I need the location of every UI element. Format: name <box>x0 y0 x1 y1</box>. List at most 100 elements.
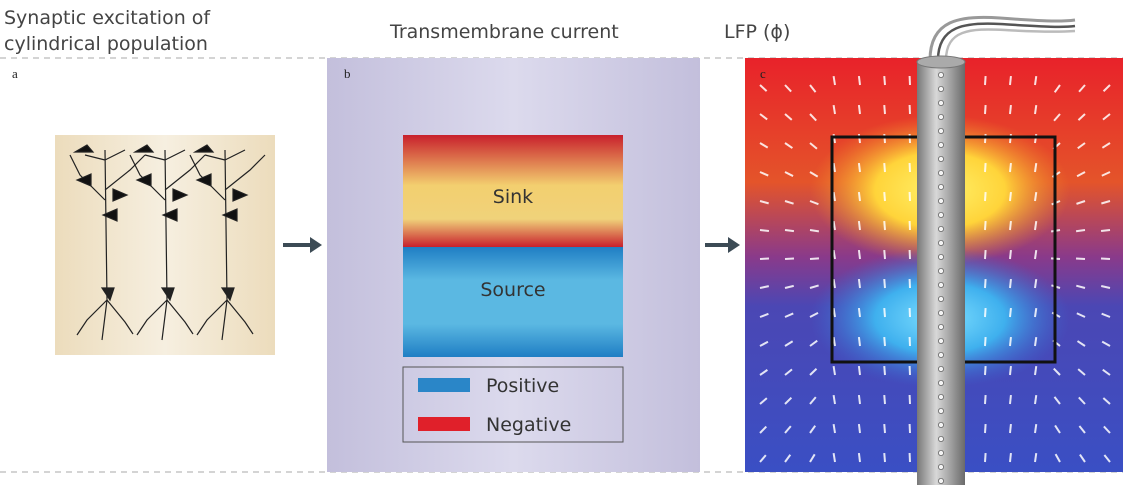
field-arrow <box>1035 192 1036 201</box>
field-arrow <box>985 76 986 85</box>
figure: Synaptic excitation of cylindrical popul… <box>0 0 1123 485</box>
field-arrow <box>834 163 835 172</box>
field-arrow <box>1010 250 1011 259</box>
field-arrow <box>834 453 835 462</box>
field-arrow <box>859 337 860 346</box>
field-arrow <box>859 134 860 143</box>
field-arrow <box>834 134 835 143</box>
field-arrow <box>985 453 986 462</box>
panel-label: c <box>760 66 766 81</box>
field-arrow <box>985 163 986 172</box>
field-arrow <box>985 192 986 201</box>
field-arrow <box>1035 395 1036 404</box>
legend-label: Positive <box>486 375 559 397</box>
field-arrow <box>884 453 885 462</box>
field-arrow <box>834 308 835 317</box>
field-arrow <box>1010 308 1011 317</box>
field-arrow <box>834 424 835 433</box>
wire <box>946 29 1075 60</box>
field-arrow <box>859 250 860 259</box>
panel-label: a <box>12 66 18 81</box>
site <box>938 282 943 287</box>
field-arrow <box>1010 105 1011 114</box>
site <box>938 170 943 175</box>
field-arrow <box>1010 163 1011 172</box>
site <box>938 86 943 91</box>
field-arrow <box>859 308 860 317</box>
field-arrow <box>985 366 986 375</box>
field-arrow <box>884 105 885 114</box>
field-arrow <box>1010 366 1011 375</box>
site <box>938 338 943 343</box>
field-arrow <box>1010 337 1011 346</box>
field-arrow <box>884 221 885 230</box>
field-arrow <box>834 76 835 85</box>
field-arrow <box>1035 163 1036 172</box>
field-arrow <box>1035 337 1036 346</box>
field-arrow <box>1035 250 1036 259</box>
arrow-head <box>728 237 740 253</box>
field-arrow <box>1010 279 1011 288</box>
field-arrow <box>834 337 835 346</box>
site <box>938 422 943 427</box>
field-arrow <box>1010 395 1011 404</box>
site <box>938 212 943 217</box>
site <box>938 394 943 399</box>
field-arrow <box>810 258 819 259</box>
panel-label: b <box>344 66 351 81</box>
field-arrow <box>884 192 885 201</box>
field-arrow <box>1035 453 1036 462</box>
heading: cylindrical population <box>4 33 208 55</box>
site <box>938 268 943 273</box>
field-arrow <box>834 395 835 404</box>
field-arrow <box>1035 76 1036 85</box>
field-arrow <box>884 424 885 433</box>
site <box>938 380 943 385</box>
field-arrow <box>760 230 769 231</box>
field-arrow <box>859 221 860 230</box>
site <box>938 254 943 259</box>
diagram: Synaptic excitation of cylindrical popul… <box>0 0 1123 485</box>
field-arrow <box>985 424 986 433</box>
field-arrow <box>1010 221 1011 230</box>
field-arrow <box>1010 453 1011 462</box>
field-arrow <box>834 279 835 288</box>
field-arrow <box>884 337 885 346</box>
field-arrow <box>884 279 885 288</box>
field-arrow <box>1076 230 1085 231</box>
field-arrow <box>1035 221 1036 230</box>
site <box>938 324 943 329</box>
field-arrow <box>884 163 885 172</box>
site <box>938 366 943 371</box>
site <box>938 100 943 105</box>
arrow-head <box>310 237 322 253</box>
field-arrow <box>884 308 885 317</box>
field-arrow <box>1035 366 1036 375</box>
field-arrow <box>859 453 860 462</box>
site <box>938 296 943 301</box>
field-arrow <box>834 192 835 201</box>
field-arrow <box>1076 258 1085 259</box>
field-arrow <box>810 230 819 231</box>
field-arrow <box>1035 134 1036 143</box>
source-region <box>403 247 623 357</box>
field-arrow <box>884 134 885 143</box>
field-arrow <box>859 366 860 375</box>
field-arrow <box>859 424 860 433</box>
legend-swatch <box>418 417 470 431</box>
field-arrow <box>1010 76 1011 85</box>
heading: LFP (ϕ) <box>724 21 790 43</box>
field-arrow <box>834 221 835 230</box>
electrode-top <box>917 56 965 68</box>
site <box>938 450 943 455</box>
field-arrow <box>985 105 986 114</box>
field-arrow <box>884 366 885 375</box>
field-arrow <box>884 76 885 85</box>
field-arrow <box>859 279 860 288</box>
field-arrow <box>1010 192 1011 201</box>
field-arrow <box>1035 105 1036 114</box>
field-arrow <box>985 395 986 404</box>
site <box>938 464 943 469</box>
legend-label: Negative <box>486 414 571 436</box>
site <box>938 114 943 119</box>
